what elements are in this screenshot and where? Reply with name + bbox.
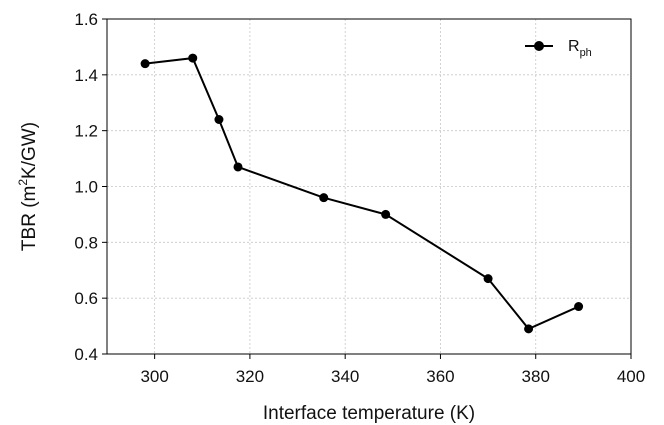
y-tick-label: 1.0 — [74, 178, 98, 197]
data-point — [140, 59, 150, 69]
y-tick-label: 0.8 — [74, 233, 98, 252]
data-point — [574, 302, 584, 312]
x-tick-label: 320 — [236, 367, 264, 386]
y-tick-label: 1.6 — [74, 10, 98, 29]
x-tick-label: 340 — [331, 367, 359, 386]
legend: Rph — [525, 38, 592, 59]
series-line-rph — [144, 57, 580, 331]
y-tick-label: 1.4 — [74, 66, 98, 85]
data-point — [524, 324, 534, 334]
y-tick-label: 1.2 — [74, 122, 98, 141]
y-axis-title-sup: 2 — [16, 179, 30, 186]
data-point — [233, 162, 243, 172]
y-axis-title-rest: K/GW) — [19, 122, 40, 179]
y-axis-title: TBR (m2K/GW) — [16, 122, 40, 251]
x-axis-title: Interface temperature (K) — [263, 403, 475, 424]
y-axis: 0.4 0.6 0.8 1.0 1.2 1.4 1.6 — [74, 10, 107, 364]
x-tick-label: 380 — [522, 367, 550, 386]
x-tick-label: 300 — [140, 367, 168, 386]
data-point — [483, 274, 493, 284]
data-point — [381, 209, 391, 219]
data-point — [188, 53, 198, 63]
legend-label: Rph — [568, 38, 592, 59]
y-axis-title-main: TBR (m — [19, 186, 40, 251]
x-tick-label: 360 — [426, 367, 454, 386]
x-tick-label: 400 — [617, 367, 645, 386]
x-axis: 300 320 340 360 380 400 — [140, 354, 645, 386]
y-tick-label: 0.4 — [74, 345, 98, 364]
data-points — [140, 53, 584, 334]
grid — [107, 19, 631, 354]
legend-label-main: R — [568, 38, 580, 55]
legend-label-sub: ph — [580, 47, 592, 59]
y-tick-label: 0.6 — [74, 289, 98, 308]
data-point — [319, 193, 329, 203]
data-point — [214, 115, 224, 124]
legend-marker — [534, 41, 544, 51]
